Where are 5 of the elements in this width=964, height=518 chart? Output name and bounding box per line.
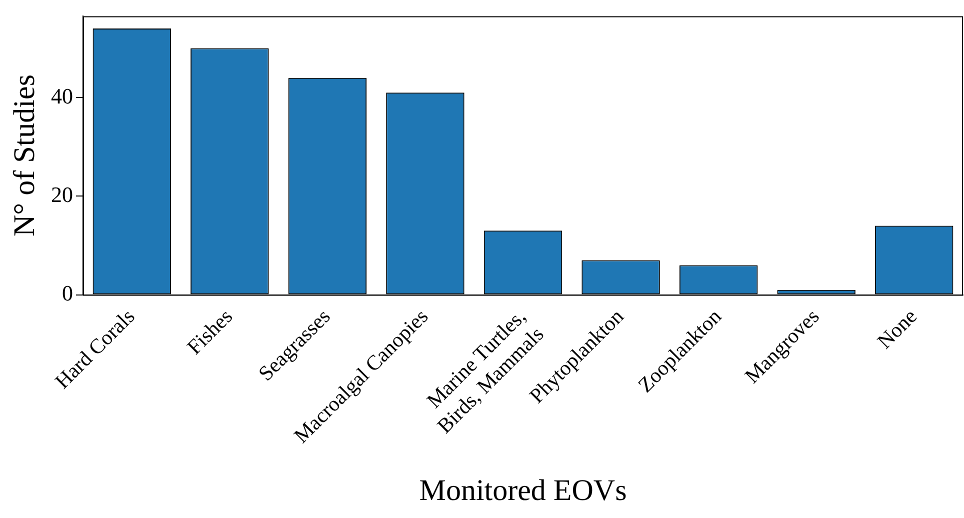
- y-tick-label: 20: [51, 182, 73, 207]
- x-axis-title: Monitored EOVs: [419, 474, 627, 507]
- y-axis-title: N° of Studies: [8, 74, 41, 236]
- y-tick-label: 40: [51, 83, 73, 108]
- y-tick-label: 0: [62, 280, 73, 306]
